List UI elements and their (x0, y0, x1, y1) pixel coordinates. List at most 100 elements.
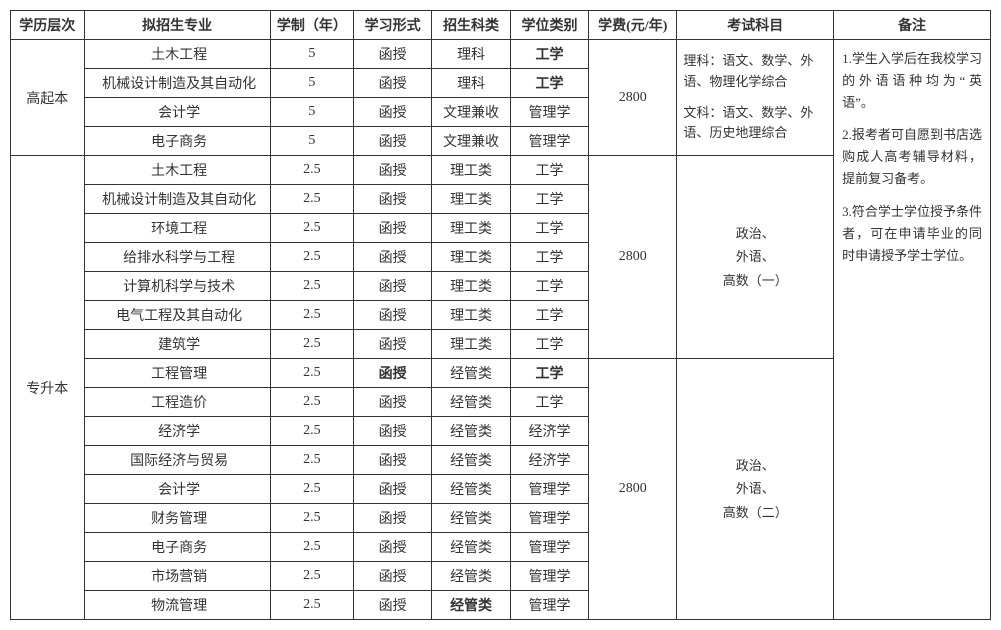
h-major: 拟招生专业 (84, 11, 270, 40)
major-cell: 财务管理 (84, 504, 270, 533)
h-level: 学历层次 (11, 11, 85, 40)
major-cell: 国际经济与贸易 (84, 446, 270, 475)
mode-cell: 函授 (353, 156, 431, 185)
table-row: 高起本土木工程5函授理科工学2800理科：语文、数学、外语、物理化学综合文科：语… (11, 40, 991, 69)
major-cell: 会计学 (84, 475, 270, 504)
major-cell: 机械设计制造及其自动化 (84, 185, 270, 214)
cat-cell: 经管类 (432, 562, 510, 591)
years-cell: 2.5 (270, 243, 353, 272)
years-cell: 2.5 (270, 185, 353, 214)
degree-cell: 工学 (510, 330, 588, 359)
cat-cell: 理工类 (432, 156, 510, 185)
years-cell: 2.5 (270, 591, 353, 620)
cat-cell: 经管类 (432, 359, 510, 388)
major-cell: 建筑学 (84, 330, 270, 359)
years-cell: 2.5 (270, 417, 353, 446)
degree-cell: 管理学 (510, 127, 588, 156)
mode-cell: 函授 (353, 330, 431, 359)
mode-cell: 函授 (353, 475, 431, 504)
major-cell: 土木工程 (84, 156, 270, 185)
cat-cell: 经管类 (432, 504, 510, 533)
mode-cell: 函授 (353, 214, 431, 243)
major-cell: 经济学 (84, 417, 270, 446)
degree-cell: 工学 (510, 185, 588, 214)
cat-cell: 经管类 (432, 388, 510, 417)
years-cell: 2.5 (270, 446, 353, 475)
h-years: 学制（年） (270, 11, 353, 40)
mode-cell: 函授 (353, 185, 431, 214)
enrollment-table: 学历层次 拟招生专业 学制（年） 学习形式 招生科类 学位类别 学费(元/年) … (10, 10, 991, 620)
years-cell: 5 (270, 40, 353, 69)
mode-cell: 函授 (353, 98, 431, 127)
major-cell: 给排水科学与工程 (84, 243, 270, 272)
degree-cell: 经济学 (510, 417, 588, 446)
subjects-cell: 政治、外语、高数（一） (677, 156, 834, 359)
mode-cell: 函授 (353, 243, 431, 272)
cat-cell: 理科 (432, 69, 510, 98)
major-cell: 土木工程 (84, 40, 270, 69)
h-cat: 招生科类 (432, 11, 510, 40)
years-cell: 2.5 (270, 533, 353, 562)
major-cell: 市场营销 (84, 562, 270, 591)
h-fee: 学费(元/年) (589, 11, 677, 40)
degree-cell: 工学 (510, 243, 588, 272)
degree-cell: 工学 (510, 388, 588, 417)
h-remarks: 备注 (834, 11, 991, 40)
years-cell: 2.5 (270, 388, 353, 417)
years-cell: 2.5 (270, 504, 353, 533)
years-cell: 5 (270, 127, 353, 156)
cat-cell: 理工类 (432, 243, 510, 272)
degree-cell: 工学 (510, 156, 588, 185)
mode-cell: 函授 (353, 446, 431, 475)
years-cell: 2.5 (270, 562, 353, 591)
mode-cell: 函授 (353, 127, 431, 156)
years-cell: 2.5 (270, 156, 353, 185)
mode-cell: 函授 (353, 562, 431, 591)
degree-cell: 管理学 (510, 591, 588, 620)
cat-cell: 经管类 (432, 475, 510, 504)
degree-cell: 工学 (510, 69, 588, 98)
cat-cell: 经管类 (432, 533, 510, 562)
degree-cell: 经济学 (510, 446, 588, 475)
years-cell: 5 (270, 69, 353, 98)
degree-cell: 工学 (510, 40, 588, 69)
major-cell: 物流管理 (84, 591, 270, 620)
h-subjects: 考试科目 (677, 11, 834, 40)
degree-cell: 管理学 (510, 504, 588, 533)
mode-cell: 函授 (353, 40, 431, 69)
fee-cell: 2800 (589, 40, 677, 156)
header-row: 学历层次 拟招生专业 学制（年） 学习形式 招生科类 学位类别 学费(元/年) … (11, 11, 991, 40)
cat-cell: 理工类 (432, 214, 510, 243)
years-cell: 2.5 (270, 214, 353, 243)
mode-cell: 函授 (353, 388, 431, 417)
mode-cell: 函授 (353, 504, 431, 533)
years-cell: 2.5 (270, 301, 353, 330)
mode-cell: 函授 (353, 301, 431, 330)
degree-cell: 工学 (510, 214, 588, 243)
mode-cell: 函授 (353, 359, 431, 388)
subjects-cell: 理科：语文、数学、外语、物理化学综合文科：语文、数学、外语、历史地理综合 (677, 40, 834, 156)
degree-cell: 工学 (510, 301, 588, 330)
major-cell: 电气工程及其自动化 (84, 301, 270, 330)
fee-cell: 2800 (589, 156, 677, 359)
fee-cell: 2800 (589, 359, 677, 620)
major-cell: 工程造价 (84, 388, 270, 417)
major-cell: 环境工程 (84, 214, 270, 243)
major-cell: 电子商务 (84, 127, 270, 156)
subjects-cell: 政治、外语、高数（二） (677, 359, 834, 620)
mode-cell: 函授 (353, 69, 431, 98)
years-cell: 2.5 (270, 330, 353, 359)
years-cell: 2.5 (270, 272, 353, 301)
h-mode: 学习形式 (353, 11, 431, 40)
mode-cell: 函授 (353, 417, 431, 446)
cat-cell: 理工类 (432, 185, 510, 214)
degree-cell: 工学 (510, 359, 588, 388)
mode-cell: 函授 (353, 591, 431, 620)
level-cell: 高起本 (11, 40, 85, 156)
major-cell: 电子商务 (84, 533, 270, 562)
cat-cell: 经管类 (432, 446, 510, 475)
cat-cell: 经管类 (432, 591, 510, 620)
major-cell: 计算机科学与技术 (84, 272, 270, 301)
degree-cell: 管理学 (510, 562, 588, 591)
h-degree: 学位类别 (510, 11, 588, 40)
